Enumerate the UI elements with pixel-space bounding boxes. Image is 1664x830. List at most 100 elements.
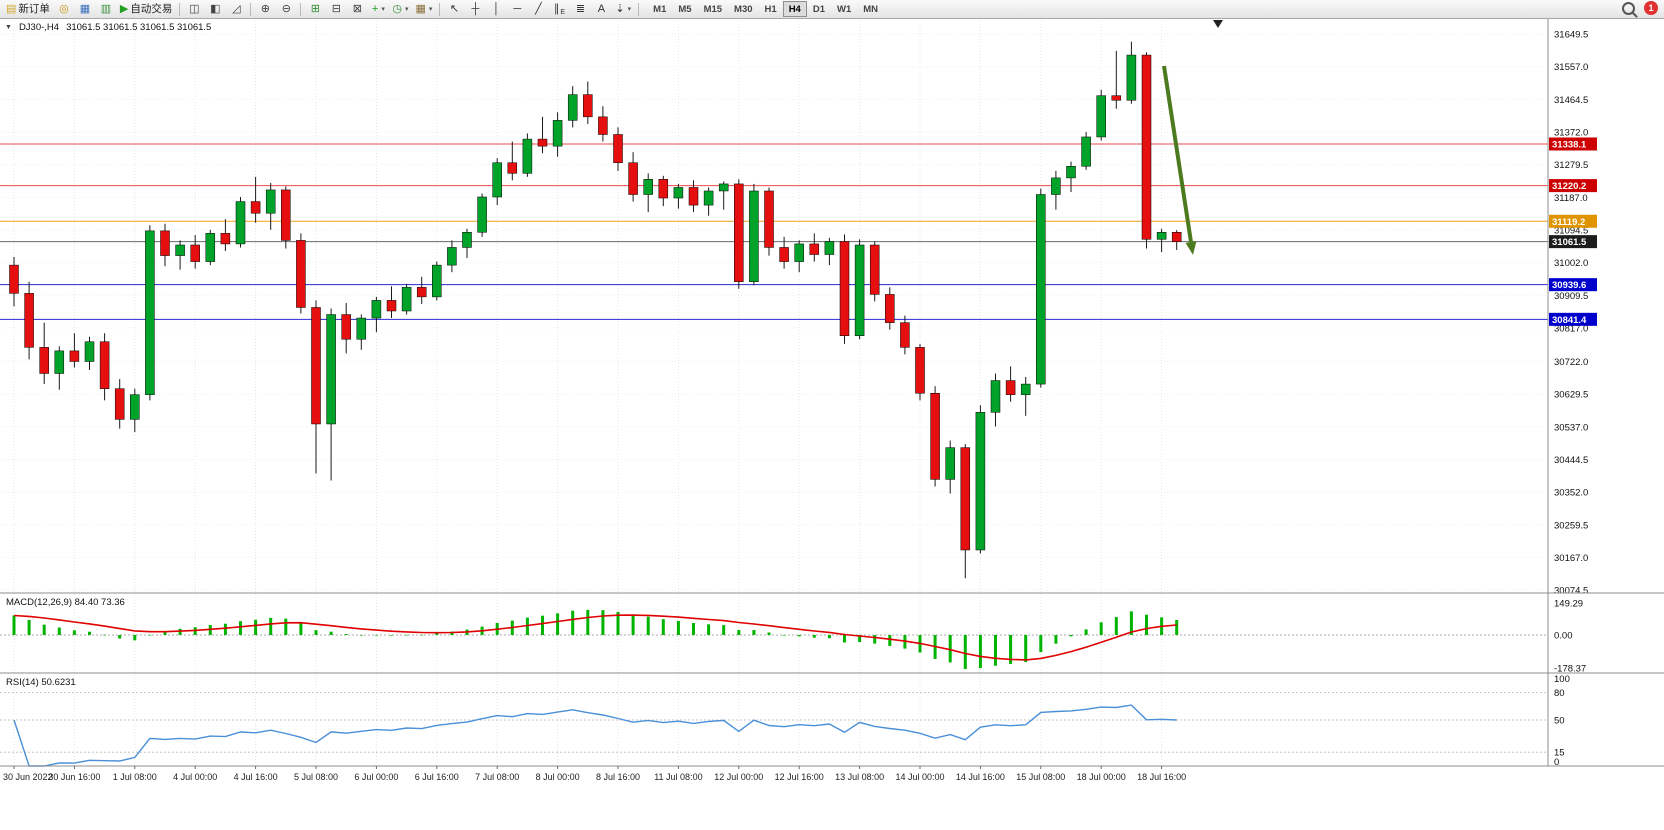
chevron-down-icon: ▾ [381, 6, 385, 13]
trendline-button[interactable]: ╱ [528, 1, 548, 17]
bar-chart-button[interactable]: ◫ [184, 1, 204, 17]
macd-histogram-bar [88, 631, 91, 635]
timeframe-h4-button[interactable]: H4 [782, 1, 807, 17]
autotrading-play-icon: ▶ [119, 2, 129, 15]
svg-text:12 Jul 00:00: 12 Jul 00:00 [714, 772, 763, 782]
toolbar: ▤ 新订单 ◎ ▦ ▥ ▶ 自动交易 ◫ ◧ ◿ ⊕ ⊖ ⊞ ⊟ ⊠ + ▾ ◷ ▾ ▦ ▾ ↖ ┼ │ ─ ╱ ∥ E ≣ A ⇣ ▾ M1… [0, 0, 1664, 19]
timeframe-mn-button[interactable]: MN [857, 1, 884, 17]
macd-histogram-bar [631, 614, 635, 635]
candle [930, 393, 940, 480]
svg-text:11 Jul 08:00: 11 Jul 08:00 [654, 772, 702, 782]
svg-text:30841.4: 30841.4 [1552, 315, 1587, 326]
svg-text:30722.0: 30722.0 [1554, 357, 1588, 368]
horizontal-line-button[interactable]: ─ [507, 1, 527, 17]
candle [975, 412, 986, 551]
candle [54, 350, 65, 374]
fibonacci-button[interactable]: ≣ [570, 1, 590, 17]
vertical-line-button[interactable]: │ [486, 1, 506, 17]
arrange-windows-button[interactable]: ⊠ [347, 1, 367, 17]
macd-histogram-bar [390, 635, 393, 636]
timeframe-h1-button[interactable]: H1 [759, 1, 783, 17]
new-chart-button[interactable]: ▥ [96, 1, 116, 17]
candle [703, 190, 714, 206]
chevron-down-icon: ▾ [627, 6, 632, 13]
macd-histogram-bar [1054, 635, 1058, 644]
candle [809, 243, 820, 255]
candle [205, 233, 216, 262]
timeframe-w1-button[interactable]: W1 [831, 1, 857, 17]
periods-button[interactable]: ◷ ▾ [389, 1, 411, 17]
macd-histogram-bar [888, 635, 892, 646]
text-label-button[interactable]: A [591, 1, 611, 17]
market-watch-button[interactable]: ▦ [75, 1, 95, 17]
candle [718, 183, 729, 192]
candle [1005, 380, 1016, 395]
candle [839, 241, 850, 336]
candlestick-chart-button[interactable]: ◧ [205, 1, 225, 17]
timeframe-d1-button[interactable]: D1 [807, 1, 831, 17]
zoom-out-button[interactable]: ⊖ [276, 1, 296, 17]
toolbar-separator [439, 2, 441, 16]
candle [235, 201, 246, 245]
macd-histogram-bar [12, 615, 16, 635]
candle [9, 264, 19, 294]
macd-histogram-bar [1069, 635, 1073, 637]
svg-text:31002.0: 31002.0 [1554, 258, 1588, 269]
timeframe-m5-button[interactable]: M5 [672, 1, 697, 17]
market-watch-icon: ▦ [79, 2, 91, 15]
toolbar-separator [300, 2, 302, 16]
price-badge [1549, 214, 1597, 228]
svg-text:31557.0: 31557.0 [1554, 62, 1588, 73]
trend-arrow-annotation [1162, 65, 1193, 243]
macd-histogram-bar [1145, 614, 1148, 635]
macd-histogram-bar [374, 635, 378, 636]
timeframe-m1-button[interactable]: M1 [647, 1, 672, 17]
macd-histogram-bar [420, 634, 424, 636]
candle [311, 307, 321, 425]
candle [1020, 383, 1031, 395]
svg-text:31220.2: 31220.2 [1552, 181, 1586, 192]
candlestick-chart-icon: ◧ [210, 2, 221, 15]
horizontal-line-icon: ─ [513, 2, 522, 15]
clock-icon: ◷ [392, 2, 402, 15]
cascade-windows-button[interactable]: ⊟ [326, 1, 346, 17]
chart-area[interactable]: 31649.5 31557.0 31464.5 31372.0 31279.5 31187… [0, 18, 1664, 830]
channel-button[interactable]: ∥ E [549, 1, 569, 17]
macd-histogram-bar [948, 635, 952, 663]
svg-text:30 Jun 2022: 30 Jun 2022 [3, 772, 53, 782]
search-icon[interactable] [1622, 1, 1635, 15]
timeframe-m15-button[interactable]: M15 [698, 1, 728, 17]
indicators-button[interactable]: + ▾ [368, 1, 388, 17]
svg-text:31372.0: 31372.0 [1554, 128, 1588, 139]
crosshair-button[interactable]: ┼ [465, 1, 485, 17]
candle [824, 241, 835, 255]
candle [492, 162, 502, 198]
candle [673, 187, 684, 199]
tile-windows-button[interactable]: ⊞ [305, 1, 325, 17]
macd-histogram-bar [692, 623, 695, 635]
new-order-button[interactable]: ▤ 新订单 [3, 1, 53, 17]
chart-ohlc-values: 31061.5 31061.5 31061.5 31061.5 [66, 22, 212, 33]
accounts-button[interactable]: ◎ [54, 1, 74, 17]
svg-text:31649.5: 31649.5 [1554, 30, 1588, 41]
arrows-button[interactable]: ⇣ ▾ [612, 1, 634, 17]
line-chart-button[interactable]: ◿ [226, 1, 246, 17]
autotrading-button[interactable]: ▶ 自动交易 [117, 1, 175, 17]
notification-badge[interactable]: 1 [1644, 1, 1658, 15]
macd-histogram-bar [1009, 635, 1013, 665]
tile-windows-icon: ⊞ [310, 2, 320, 15]
macd-histogram-bar [601, 610, 605, 635]
macd-histogram-bar [571, 610, 575, 635]
timeframe-m30-button[interactable]: M30 [728, 1, 758, 17]
svg-text:31094.5: 31094.5 [1554, 225, 1588, 236]
toolbar-separator [250, 2, 252, 16]
cursor-button[interactable]: ↖ [444, 1, 464, 17]
svg-text:30537.0: 30537.0 [1554, 422, 1588, 433]
chart-collapse-icon[interactable]: ▼ [5, 23, 12, 31]
templates-button[interactable]: ▦ ▾ [413, 1, 436, 17]
candle [945, 447, 955, 480]
zoom-in-button[interactable]: ⊕ [255, 1, 275, 17]
autotrading-button-label: 自动交易 [130, 2, 173, 15]
macd-histogram-bar [858, 635, 862, 643]
svg-text:12 Jul 16:00: 12 Jul 16:00 [775, 772, 824, 782]
